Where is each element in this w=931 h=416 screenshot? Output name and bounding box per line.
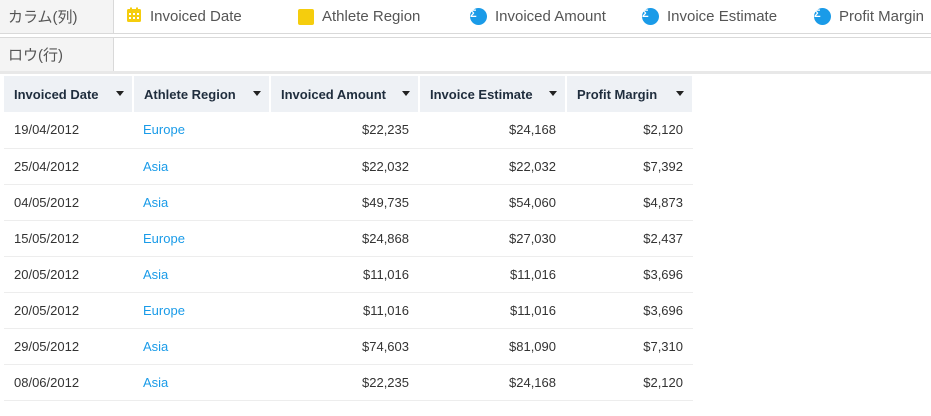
cell-invoiced-amount: $11,016 [270, 256, 419, 293]
cell-invoice-estimate: $24,168 [419, 112, 566, 149]
cell-invoiced-amount: $22,032 [270, 148, 419, 185]
table-row: 19/04/2012 Europe $22,235 $24,168 $2,120 [4, 112, 693, 149]
column-header-profit-margin[interactable]: Profit Margin [566, 76, 694, 112]
cell-invoiced-amount: $24,868 [270, 220, 419, 257]
cell-invoice-estimate: $22,032 [419, 148, 566, 185]
table-row: 20/05/2012 Europe $11,016 $11,016 $3,696 [4, 292, 693, 329]
column-header-invoiced-amount[interactable]: Invoiced Amount [270, 76, 420, 112]
cell-invoice-estimate: $11,016 [419, 292, 566, 329]
header-label: Invoice Estimate [430, 86, 533, 102]
cell-invoiced-date: 04/05/2012 [4, 184, 133, 221]
data-table: Invoiced Date Athlete Region Invoiced Am… [4, 76, 694, 401]
header-label: Invoiced Amount [281, 86, 386, 102]
cell-profit-margin: $3,696 [566, 292, 693, 329]
pill-label: Profit Margin [839, 8, 925, 25]
caret-down-icon[interactable] [116, 91, 124, 96]
sigma-icon: Σ [642, 8, 659, 25]
pill-invoiced-amount[interactable]: Σ Invoiced Amount [470, 0, 642, 33]
header-label: Invoiced Date [14, 86, 99, 102]
cell-profit-margin: $2,120 [566, 112, 693, 149]
table-row: 04/05/2012 Asia $49,735 $54,060 $4,873 [4, 184, 693, 221]
cell-athlete-region-link[interactable]: Asia [133, 256, 270, 293]
cell-athlete-region-link[interactable]: Europe [133, 112, 270, 149]
cell-athlete-region-link[interactable]: Asia [133, 184, 270, 221]
cell-profit-margin: $3,696 [566, 256, 693, 293]
cell-invoice-estimate: $81,090 [419, 328, 566, 365]
cell-invoiced-amount: $22,235 [270, 112, 419, 149]
caret-down-icon[interactable] [676, 91, 684, 96]
table-row: 08/06/2012 Asia $22,235 $24,168 $2,120 [4, 364, 693, 401]
table-row: 29/05/2012 Asia $74,603 $81,090 $7,310 [4, 328, 693, 365]
rows-shelf[interactable]: ロウ(行) [0, 37, 931, 72]
cell-invoiced-date: 29/05/2012 [4, 328, 133, 365]
pill-label: Invoiced Amount [495, 8, 606, 25]
pill-invoice-estimate[interactable]: Σ Invoice Estimate [642, 0, 814, 33]
cell-invoiced-date: 19/04/2012 [4, 112, 133, 149]
cell-profit-margin: $7,392 [566, 148, 693, 185]
pill-athlete-region[interactable]: Athlete Region [298, 0, 470, 33]
cell-profit-margin: $7,310 [566, 328, 693, 365]
cell-profit-margin: $4,873 [566, 184, 693, 221]
cell-invoiced-date: 20/05/2012 [4, 256, 133, 293]
table-row: 15/05/2012 Europe $24,868 $27,030 $2,437 [4, 220, 693, 257]
pill-label: Athlete Region [322, 8, 421, 25]
columns-shelf-label: カラム(列) [0, 0, 114, 33]
cell-invoiced-amount: $49,735 [270, 184, 419, 221]
cell-profit-margin: $2,120 [566, 364, 693, 401]
pill-profit-margin[interactable]: Σ Profit Margin [814, 0, 924, 33]
cell-profit-margin: $2,437 [566, 220, 693, 257]
cell-invoiced-amount: $11,016 [270, 292, 419, 329]
cell-invoice-estimate: $11,016 [419, 256, 566, 293]
caret-down-icon[interactable] [402, 91, 410, 96]
cell-invoice-estimate: $27,030 [419, 220, 566, 257]
cell-invoice-estimate: $24,168 [419, 364, 566, 401]
column-header-athlete-region[interactable]: Athlete Region [133, 76, 271, 112]
rows-shelf-label: ロウ(行) [0, 38, 114, 71]
sigma-icon: Σ [814, 8, 831, 25]
column-header-invoiced-date[interactable]: Invoiced Date [4, 76, 134, 112]
header-label: Athlete Region [144, 86, 236, 102]
cell-athlete-region-link[interactable]: Europe [133, 292, 270, 329]
column-header-invoice-estimate[interactable]: Invoice Estimate [419, 76, 567, 112]
cell-athlete-region-link[interactable]: Asia [133, 364, 270, 401]
columns-shelf[interactable]: カラム(列) Invoiced Date Athlete Region Σ In… [0, 0, 931, 34]
caret-down-icon[interactable] [253, 91, 261, 96]
cell-athlete-region-link[interactable]: Asia [133, 328, 270, 365]
cell-athlete-region-link[interactable]: Asia [133, 148, 270, 185]
cell-invoiced-date: 20/05/2012 [4, 292, 133, 329]
cell-athlete-region-link[interactable]: Europe [133, 220, 270, 257]
cell-invoice-estimate: $54,060 [419, 184, 566, 221]
caret-down-icon[interactable] [549, 91, 557, 96]
dimension-square-icon [298, 8, 314, 25]
sigma-icon: Σ [470, 8, 487, 25]
cell-invoiced-date: 15/05/2012 [4, 220, 133, 257]
cell-invoiced-amount: $22,235 [270, 364, 419, 401]
cell-invoiced-date: 08/06/2012 [4, 364, 133, 401]
header-label: Profit Margin [577, 86, 658, 102]
cell-invoiced-amount: $74,603 [270, 328, 419, 365]
cell-invoiced-date: 25/04/2012 [4, 148, 133, 185]
calendar-icon [126, 7, 142, 27]
table-row: 20/05/2012 Asia $11,016 $11,016 $3,696 [4, 256, 693, 293]
table-row: 25/04/2012 Asia $22,032 $22,032 $7,392 [4, 148, 693, 185]
pill-label: Invoiced Date [150, 8, 242, 25]
pill-label: Invoice Estimate [667, 8, 778, 25]
pill-invoiced-date[interactable]: Invoiced Date [126, 0, 298, 33]
divider [0, 71, 931, 74]
